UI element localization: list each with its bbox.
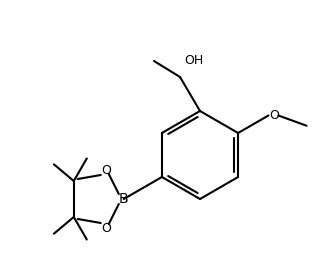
Text: O: O (101, 163, 111, 177)
Text: O: O (269, 109, 279, 122)
Text: O: O (101, 221, 111, 234)
Text: OH: OH (184, 54, 203, 67)
Text: B: B (119, 192, 129, 206)
